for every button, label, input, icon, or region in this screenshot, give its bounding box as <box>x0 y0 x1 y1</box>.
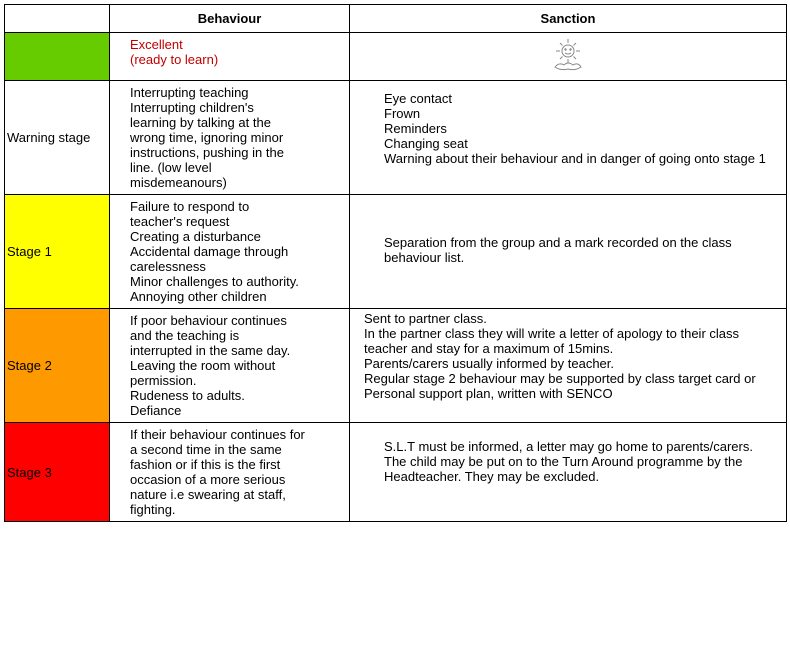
sanction-line: Sent to partner class. <box>364 311 768 326</box>
stage-cell-excellent <box>5 33 110 81</box>
sanction-cell: Separation from the group and a mark rec… <box>350 195 787 309</box>
behaviour-line: Interrupting children's learning by talk… <box>130 100 289 190</box>
behaviour-line: Defiance <box>130 403 299 418</box>
behaviour-line: Rudeness to adults. <box>130 388 299 403</box>
sanction-cell <box>350 33 787 81</box>
behaviour-cell: Interrupting teaching Interrupting child… <box>110 81 350 195</box>
stage-cell-3: Stage 3 <box>5 423 110 522</box>
behaviour-line: Creating a disturbance <box>130 229 299 244</box>
header-blank <box>5 5 110 33</box>
behaviour-line: Annoying other children <box>130 289 299 304</box>
behaviour-line: If poor behaviour continues and the teac… <box>130 313 299 358</box>
table-row: Stage 2 If poor behaviour continues and … <box>5 309 787 423</box>
behaviour-cell: If their behaviour continues for a secon… <box>110 423 350 522</box>
behaviour-line: Interrupting teaching <box>130 85 289 100</box>
behaviour-line: Accidental damage through carelessness <box>130 244 299 274</box>
table-row: Excellent (ready to learn) <box>5 33 787 81</box>
behaviour-cell: Failure to respond to teacher's request … <box>110 195 350 309</box>
behaviour-line: Leaving the room without permission. <box>130 358 299 388</box>
sanction-line: Separation from the group and a mark rec… <box>384 235 768 265</box>
stage-cell-2: Stage 2 <box>5 309 110 423</box>
stage-cell-1: Stage 1 <box>5 195 110 309</box>
sanction-line: In the partner class they will write a l… <box>364 326 768 356</box>
sanction-cell: Eye contact Frown Reminders Changing sea… <box>350 81 787 195</box>
sanction-line: Reminders <box>384 121 768 136</box>
sanction-line: Regular stage 2 behaviour may be support… <box>364 371 768 401</box>
sanction-line: Warning about their behaviour and in dan… <box>384 151 768 166</box>
header-sanction: Sanction <box>350 5 787 33</box>
sanction-line: Eye contact <box>384 91 768 106</box>
table-row: Stage 1 Failure to respond to teacher's … <box>5 195 787 309</box>
behaviour-line: If their behaviour continues for a secon… <box>130 427 309 517</box>
sanction-line: Parents/carers usually informed by teach… <box>364 356 768 371</box>
sanction-line: Frown <box>384 106 768 121</box>
table-row: Warning stage Interrupting teaching Inte… <box>5 81 787 195</box>
behaviour-cell: Excellent (ready to learn) <box>110 33 350 81</box>
behaviour-cell: If poor behaviour continues and the teac… <box>110 309 350 423</box>
sun-icon <box>545 61 591 76</box>
sanction-line: Changing seat <box>384 136 768 151</box>
behaviour-line: (ready to learn) <box>130 52 343 67</box>
behaviour-line: Excellent <box>130 37 343 52</box>
stage-cell-warning: Warning stage <box>5 81 110 195</box>
behaviour-line: Failure to respond to teacher's request <box>130 199 299 229</box>
sanction-cell: S.L.T must be informed, a letter may go … <box>350 423 787 522</box>
behaviour-line: Minor challenges to authority. <box>130 274 299 289</box>
table-header-row: Behaviour Sanction <box>5 5 787 33</box>
behaviour-sanction-table: Behaviour Sanction Excellent (ready to l… <box>4 4 787 522</box>
table-row: Stage 3 If their behaviour continues for… <box>5 423 787 522</box>
sanction-line: S.L.T must be informed, a letter may go … <box>384 439 768 484</box>
sanction-cell: Sent to partner class. In the partner cl… <box>350 309 787 423</box>
header-behaviour: Behaviour <box>110 5 350 33</box>
